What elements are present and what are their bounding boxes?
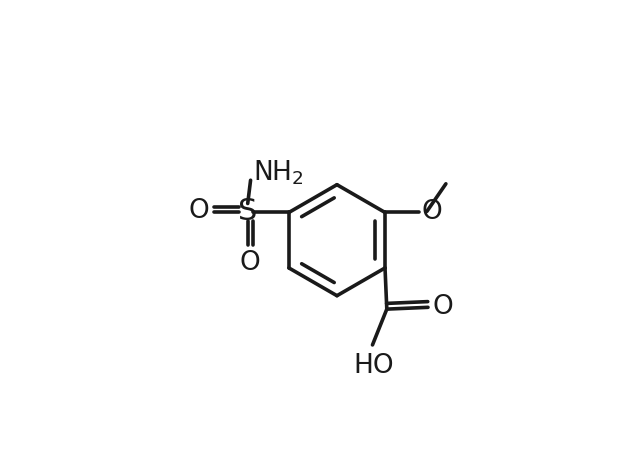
Text: HO: HO	[353, 353, 394, 379]
Text: S: S	[238, 197, 257, 226]
Text: O: O	[432, 294, 453, 320]
Text: O: O	[422, 199, 443, 225]
Text: O: O	[189, 198, 209, 224]
Text: O: O	[239, 250, 260, 276]
Text: NH$_2$: NH$_2$	[253, 158, 304, 186]
